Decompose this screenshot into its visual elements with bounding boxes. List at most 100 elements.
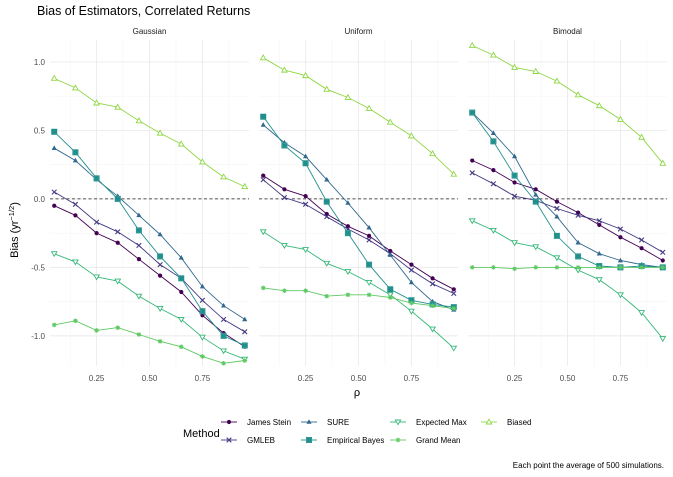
- series-line: [262, 116, 454, 308]
- data-point: [156, 129, 164, 136]
- data-point: [512, 266, 517, 272]
- series-line: [262, 179, 454, 294]
- data-point: [177, 316, 185, 323]
- y-tick-label: 0.0: [34, 195, 46, 204]
- data-point: [618, 265, 623, 270]
- data-point: [71, 259, 79, 266]
- data-point: [221, 360, 226, 366]
- data-point: [430, 303, 435, 309]
- legend-title: Method: [183, 428, 220, 440]
- legend-item-grand-mean: Grand Mean: [390, 436, 460, 445]
- data-point: [50, 251, 58, 258]
- data-point: [241, 182, 249, 190]
- data-point: [259, 54, 267, 61]
- data-point: [220, 173, 228, 180]
- data-point: [179, 289, 184, 295]
- legend-label: Expected Max: [416, 418, 467, 427]
- data-point: [73, 318, 78, 324]
- data-point: [638, 310, 646, 317]
- panel-title: Uniform: [344, 27, 372, 36]
- data-point: [52, 203, 57, 208]
- y-axis-title: Bias (yr−1/2): [7, 202, 21, 258]
- series-biased: [50, 74, 249, 190]
- data-point: [344, 93, 352, 100]
- series-james-stein: [261, 173, 456, 292]
- x-tick-label: 0.75: [613, 374, 629, 383]
- data-point: [450, 170, 458, 177]
- data-point: [491, 265, 496, 270]
- data-point: [220, 316, 227, 323]
- data-point: [469, 109, 476, 116]
- data-point: [659, 159, 667, 166]
- data-point: [366, 261, 373, 268]
- data-point: [114, 278, 122, 285]
- data-point: [93, 99, 101, 106]
- legend-label: GMLEB: [247, 436, 275, 445]
- data-point: [660, 249, 666, 255]
- data-point: [93, 274, 101, 281]
- series-line: [54, 77, 245, 188]
- data-point: [115, 325, 121, 330]
- data-point: [639, 265, 644, 270]
- series-sure: [260, 122, 457, 312]
- legend-key: [306, 419, 312, 424]
- data-point: [451, 287, 456, 292]
- data-point: [366, 292, 372, 298]
- data-point: [115, 240, 120, 245]
- data-point: [345, 200, 351, 205]
- data-point: [157, 339, 163, 344]
- data-point: [114, 195, 121, 202]
- data-point: [178, 275, 185, 282]
- data-point: [51, 145, 57, 151]
- series-expected-max: [468, 218, 667, 343]
- series-line: [471, 172, 664, 253]
- series-line: [472, 220, 664, 339]
- data-point: [470, 158, 475, 163]
- data-point: [574, 91, 582, 98]
- data-point: [408, 267, 415, 273]
- chart-title: Bias of Estimators, Correlated Returns: [37, 4, 250, 18]
- data-point: [511, 153, 518, 159]
- data-point: [51, 189, 57, 195]
- data-point: [511, 172, 518, 179]
- data-point: [72, 201, 79, 208]
- data-point: [553, 232, 560, 239]
- legend-label: Biased: [507, 418, 531, 427]
- data-point: [302, 71, 310, 79]
- data-point: [323, 85, 331, 92]
- data-point: [178, 254, 184, 260]
- data-point: [638, 133, 646, 140]
- y-axis-title-exponent: −1/2: [7, 206, 16, 221]
- data-point: [638, 237, 645, 243]
- y-tick-label: 1.0: [34, 58, 46, 67]
- data-point: [157, 253, 164, 260]
- data-point: [489, 227, 497, 234]
- data-point: [366, 224, 372, 230]
- data-point: [451, 306, 457, 311]
- series-biased: [259, 54, 458, 177]
- data-point: [366, 237, 372, 243]
- data-point: [596, 265, 602, 270]
- series-line: [262, 175, 455, 290]
- data-point: [429, 281, 436, 287]
- series-line: [54, 253, 245, 360]
- data-point: [469, 170, 475, 176]
- series-expected-max: [50, 251, 249, 363]
- panel-gaussian: Gaussian 0.25 0.50 0.75: [50, 27, 249, 383]
- data-point: [512, 180, 517, 185]
- data-point: [242, 316, 248, 322]
- data-point: [261, 173, 266, 178]
- data-point: [575, 265, 581, 270]
- data-point: [200, 354, 205, 359]
- data-point: [50, 74, 58, 81]
- data-point: [303, 288, 308, 293]
- data-point: [280, 243, 288, 249]
- data-point: [93, 175, 100, 182]
- data-point: [450, 345, 458, 352]
- data-point: [660, 258, 665, 263]
- legend-item-biased: Biased: [481, 418, 531, 427]
- legend: Method James Stein SURE Expected Max Biased…: [183, 418, 531, 445]
- data-point: [260, 122, 266, 127]
- data-point: [511, 63, 519, 70]
- x-tick-label: 0.75: [404, 374, 420, 383]
